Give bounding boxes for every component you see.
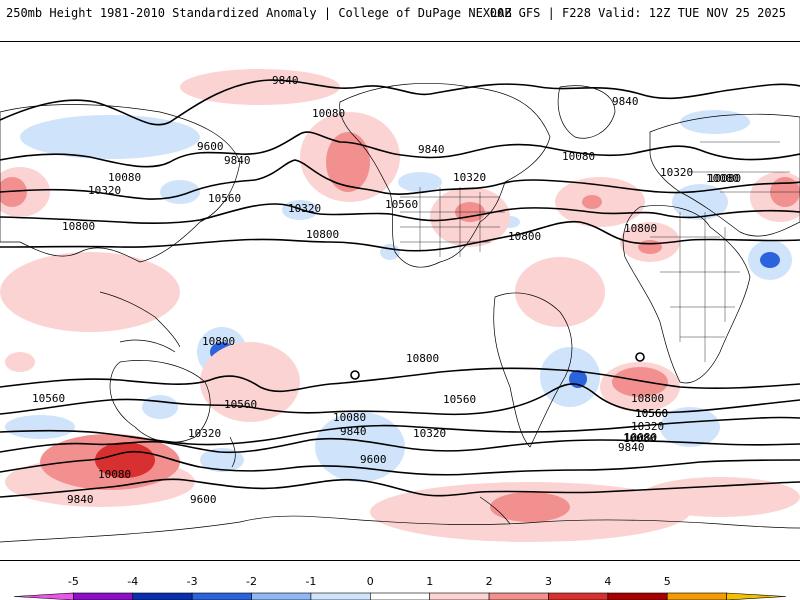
colorbar: -5 -4 -3 -2 -1 0 1 2 3 4 5 bbox=[13, 575, 787, 600]
colorbar-tick-label: -3 bbox=[187, 575, 198, 588]
colorbar-swatch bbox=[370, 592, 430, 600]
contour-label: 9840 bbox=[67, 493, 94, 506]
colorbar-swatch bbox=[607, 592, 668, 600]
positive-anomaly-core bbox=[95, 442, 155, 478]
colorbar-swatch bbox=[132, 592, 193, 600]
contour-label: 10800 bbox=[406, 352, 439, 365]
colorbar-tick-label: 3 bbox=[545, 575, 552, 588]
contour-label: 10320 bbox=[188, 427, 221, 440]
contour-label: 10560 bbox=[32, 392, 65, 405]
country-borders bbox=[650, 141, 800, 362]
colorbar-tick-label: 1 bbox=[426, 575, 433, 588]
colorbar-tick-label: -4 bbox=[127, 575, 138, 588]
colorbar-tick-label: -2 bbox=[246, 575, 257, 588]
contour-label: 10080 bbox=[562, 150, 595, 163]
contour-label: 9840 bbox=[418, 143, 445, 156]
coastlines bbox=[0, 82, 800, 543]
colorbar-ticks: -5 -4 -3 -2 -1 0 1 2 3 4 5 bbox=[68, 575, 671, 588]
contour-label: 10080 bbox=[312, 107, 345, 120]
contour-label: 10800 bbox=[202, 335, 235, 348]
contour-label: 10800 bbox=[62, 220, 95, 233]
contour-label: 10080 bbox=[98, 468, 131, 481]
colorbar-tick-label: 4 bbox=[604, 575, 611, 588]
contour-label: 9840 bbox=[618, 441, 645, 454]
contour-label: 10320 bbox=[660, 166, 693, 179]
contour-label: 10320 bbox=[288, 202, 321, 215]
contour-label: 10560 bbox=[208, 192, 241, 205]
colorbar-arrow-left bbox=[13, 592, 74, 600]
colorbar-swatch bbox=[429, 592, 490, 600]
contour-label: 9840 bbox=[340, 425, 367, 438]
colorbar-swatch bbox=[666, 592, 727, 600]
contour-label: 10560 bbox=[224, 398, 257, 411]
colorbar-swatch bbox=[251, 592, 312, 600]
colorbar-swatch bbox=[310, 592, 371, 600]
run-info: 00Z GFS | F228 Valid: 12Z TUE NOV 25 202… bbox=[489, 6, 786, 20]
contour-label: 10080 bbox=[708, 172, 741, 185]
colorbar-swatch bbox=[191, 592, 252, 600]
contour-label: 9600 bbox=[190, 493, 217, 506]
height-contours bbox=[0, 79, 800, 498]
contour-label: 10800 bbox=[631, 392, 664, 405]
contour-label: 10080 bbox=[108, 171, 141, 184]
contour-label: 10080 bbox=[333, 411, 366, 424]
contour-label: 9840 bbox=[224, 154, 251, 167]
colorbar-tick-label: 5 bbox=[664, 575, 671, 588]
contour-label: 10320 bbox=[413, 427, 446, 440]
colorbar-swatch bbox=[548, 592, 609, 600]
contour-label: 10080 bbox=[624, 431, 657, 444]
contour-label: 10320 bbox=[631, 420, 664, 433]
contour-label: 10560 bbox=[443, 393, 476, 406]
contour-label: 10800 bbox=[306, 228, 339, 241]
colorbar-swatches bbox=[13, 592, 787, 600]
contour-label: 10560 bbox=[635, 407, 668, 420]
colorbar-tick-label: 0 bbox=[367, 575, 374, 588]
contour-label: 10320 bbox=[453, 171, 486, 184]
contour-label: 10560 bbox=[635, 407, 668, 420]
contour-label: 9600 bbox=[360, 453, 387, 466]
contour-label: 10080 bbox=[623, 432, 656, 445]
contour-label: 9840 bbox=[612, 95, 639, 108]
contour-label: 10560 bbox=[385, 198, 418, 211]
contour-label: 10080 bbox=[706, 172, 739, 185]
contour-label: 10320 bbox=[88, 184, 121, 197]
colorbar-tick-label: -1 bbox=[305, 575, 316, 588]
colorbar-swatch bbox=[488, 592, 549, 600]
colorbar-arrow-right bbox=[726, 592, 787, 600]
contour-label: 9840 bbox=[272, 74, 299, 87]
contour-label: 10800 bbox=[508, 230, 541, 243]
map-title: 250mb Height 1981-2010 Standardized Anom… bbox=[6, 6, 512, 20]
colorbar-tick-label: 2 bbox=[486, 575, 493, 588]
anomaly-map: 9840 10080 9600 9840 10080 10320 10560 1… bbox=[0, 41, 800, 561]
contour-label: 10800 bbox=[624, 222, 657, 235]
contour-label-layer: 9840 10080 9600 9840 10080 10320 10560 1… bbox=[32, 74, 741, 506]
colorbar-tick-label: -5 bbox=[68, 575, 79, 588]
colorbar-swatch bbox=[73, 592, 134, 600]
contour-label: 9600 bbox=[197, 140, 224, 153]
